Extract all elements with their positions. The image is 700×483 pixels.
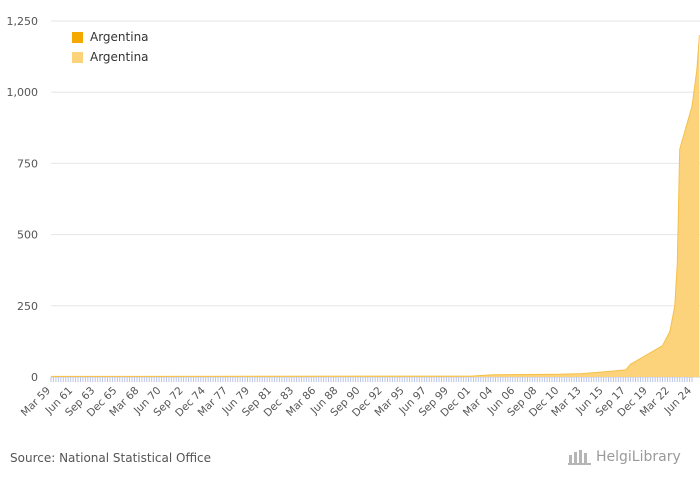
legend-swatch-1 xyxy=(72,51,83,63)
y-tick-label: 0 xyxy=(31,371,38,384)
legend-item-1[interactable]: Argentina xyxy=(72,47,149,67)
series-line-argentina xyxy=(50,35,700,377)
legend-item-0[interactable]: Argentina xyxy=(72,27,149,47)
library-icon xyxy=(568,450,591,465)
brand-logo[interactable]: HelgiLibrary xyxy=(568,449,681,465)
brand-name: HelgiLibrary xyxy=(596,449,681,465)
legend-label-0: Argentina xyxy=(90,30,149,44)
source-note: Source: National Statistical Office xyxy=(10,451,212,465)
y-tick-label: 750 xyxy=(17,157,38,170)
y-tick-label: 250 xyxy=(17,300,38,313)
series-area-argentina xyxy=(51,35,700,377)
legend-swatch-0 xyxy=(72,31,83,43)
y-tick-label: 500 xyxy=(17,229,38,242)
legend-label-1: Argentina xyxy=(90,50,149,64)
y-tick-label: 1,250 xyxy=(7,15,39,28)
legend: Argentina Argentina xyxy=(72,27,149,67)
y-tick-label: 1,000 xyxy=(7,86,39,99)
